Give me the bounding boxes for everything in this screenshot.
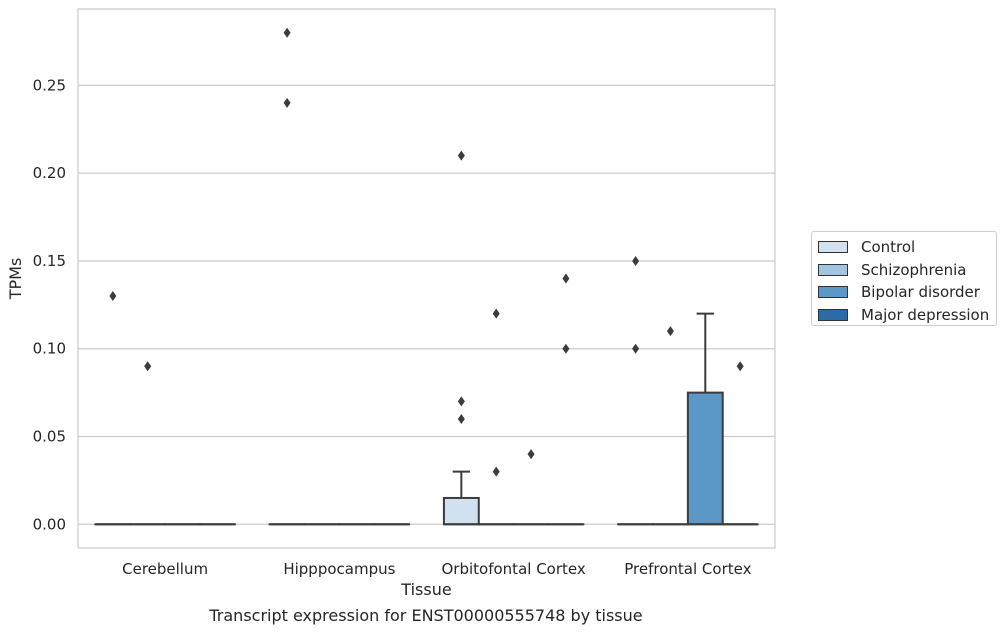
legend-label: Major depression [861, 305, 990, 324]
box-plot-boxes [94, 312, 759, 526]
chart-legend: Control Schizophrenia Bipolar disorder Majo… [811, 231, 997, 326]
x-tick-labels: Cerebellum Hipppocampus Orbitofontal Corte… [122, 560, 751, 578]
outlier-point [527, 449, 535, 460]
outlier-points [109, 27, 744, 477]
legend-label: Control [861, 238, 916, 257]
y-tick-label: 0.00 [33, 515, 66, 533]
box-bipolar-disorder [686, 312, 724, 526]
legend-item: Control [818, 236, 996, 259]
outlier-point [492, 466, 500, 477]
legend-swatch [818, 286, 848, 299]
y-tick-label: 0.05 [33, 428, 66, 446]
x-axis-label: Tissue [400, 580, 451, 599]
outlier-point [283, 97, 291, 108]
y-tick-labels: 0.00 0.05 0.10 0.15 0.20 0.25 [33, 76, 66, 533]
box-body [686, 391, 724, 526]
y-tick-label: 0.25 [33, 76, 66, 94]
x-tick-label: Orbitofontal Cortex [442, 560, 586, 578]
outlier-point [457, 396, 465, 407]
y-axis-label: TPMs [6, 258, 25, 301]
box-control [442, 470, 480, 526]
y-tick-label: 0.10 [33, 340, 66, 358]
box-body [442, 496, 480, 526]
legend-item: Schizophrenia [818, 259, 996, 282]
plot-area-frame [77, 8, 776, 549]
outlier-point [562, 273, 570, 284]
x-tick-label: Cerebellum [122, 560, 208, 578]
outlier-point [457, 413, 465, 424]
outlier-point [492, 308, 500, 319]
y-tick-label: 0.15 [33, 252, 66, 270]
legend-label: Bipolar disorder [861, 283, 980, 302]
legend-swatch [818, 241, 848, 254]
legend-label: Schizophrenia [861, 260, 967, 279]
outlier-point [632, 255, 640, 266]
legend-swatch [818, 263, 848, 276]
outlier-point [283, 27, 291, 38]
legend-item: Major depression [818, 304, 996, 327]
outlier-point [144, 361, 152, 372]
outlier-point [457, 150, 465, 161]
outlier-point [736, 361, 744, 372]
outlier-point [666, 326, 674, 337]
x-tick-label: Hipppocampus [283, 560, 395, 578]
legend-item: Bipolar disorder [818, 281, 996, 304]
outlier-point [632, 343, 640, 354]
grid-lines [78, 84, 775, 525]
outlier-point [109, 291, 117, 302]
chart-caption: Transcript expression for ENST0000055574… [209, 606, 643, 625]
legend-swatch [818, 308, 848, 321]
y-tick-label: 0.20 [33, 164, 66, 182]
outlier-point [562, 343, 570, 354]
x-tick-label: Prefrontal Cortex [624, 560, 751, 578]
